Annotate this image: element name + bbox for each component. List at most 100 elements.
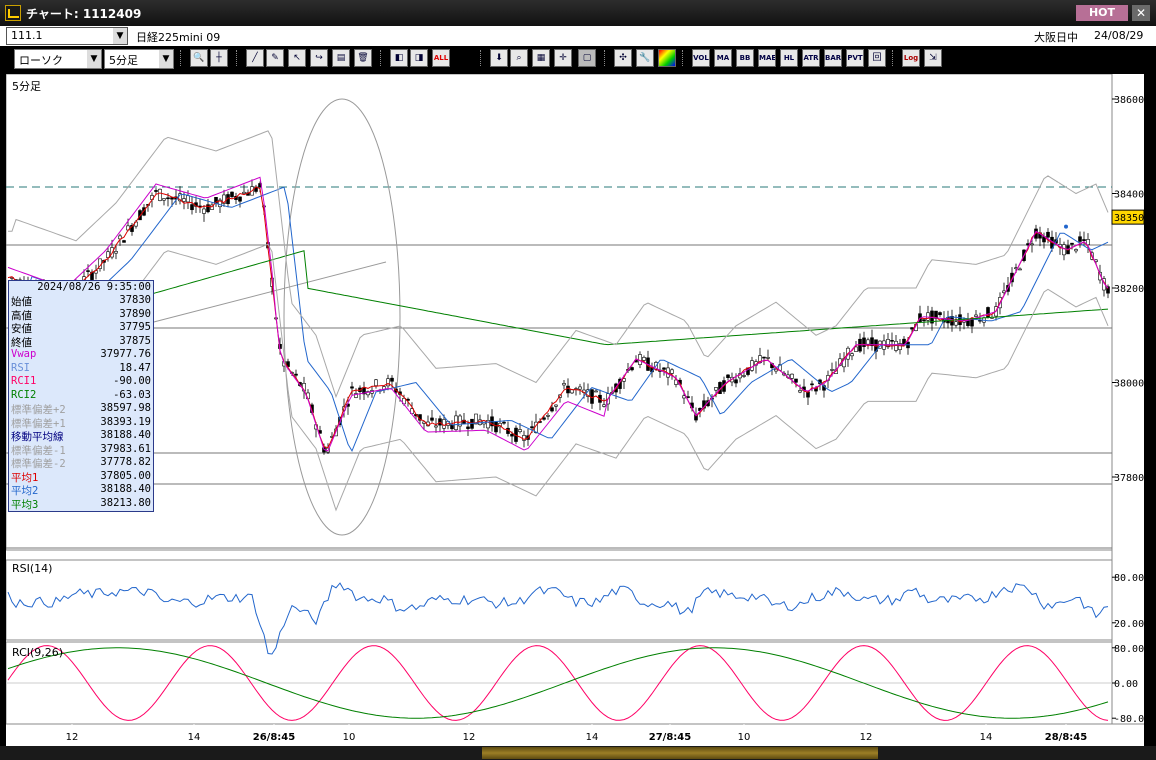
mae-button[interactable]: MAE — [758, 49, 776, 67]
ohlc-row: 終値 37875 — [9, 335, 153, 349]
candle-body — [642, 357, 646, 361]
chevron-down-icon[interactable]: ▼ — [159, 50, 173, 68]
center-icon[interactable]: ✛ — [554, 49, 572, 67]
candle-body — [662, 367, 666, 370]
x-tick-label: 12 — [860, 732, 873, 743]
candle-body — [1070, 242, 1074, 245]
ohlc-row: 標準偏差+1 38393.19 — [9, 416, 153, 430]
chart-window[interactable]: 38600 38400 38200 38000 37800 38350 80.00 20.00… — [6, 74, 1144, 746]
candle-body — [798, 390, 802, 393]
candle-body — [442, 419, 446, 429]
price-tick-label: 38400 — [1114, 190, 1144, 201]
candle-body — [966, 320, 970, 326]
candle-body — [230, 191, 234, 197]
candle-body — [354, 393, 358, 398]
crosshair-icon[interactable]: ┼ — [210, 49, 228, 67]
toolbar-separator — [380, 50, 384, 66]
chevron-down-icon[interactable]: ▼ — [113, 28, 127, 44]
candle-body — [1018, 268, 1022, 271]
bars-button[interactable]: BARS — [824, 49, 842, 67]
palette-icon[interactable] — [658, 49, 676, 67]
zoom-search-icon[interactable]: ⌕ — [510, 49, 528, 67]
candle-body — [870, 337, 874, 347]
candle-body — [546, 415, 550, 417]
ohlc-row-label: 移動平均線 — [11, 431, 64, 443]
price-tick-label: 38600 — [1114, 95, 1144, 106]
trendline-icon[interactable]: ╱ — [246, 49, 264, 67]
rci-panel-label: RCI(9,26) — [12, 646, 64, 659]
grid-icon[interactable]: ▦ — [532, 49, 550, 67]
ma1-line — [7, 186, 1109, 449]
interval-select[interactable]: 5分足 ▼ — [104, 49, 174, 69]
wrench-icon[interactable]: 🔧 — [636, 49, 654, 67]
down-arrow-icon[interactable]: ⬇ — [490, 49, 508, 67]
log-button[interactable]: Log — [902, 49, 920, 67]
exit-icon[interactable]: ⇲ — [924, 49, 942, 67]
bars-right-icon[interactable]: ◨ — [410, 49, 428, 67]
candle-body — [578, 386, 582, 390]
candle-body — [670, 369, 674, 374]
interval-value: 5分足 — [109, 54, 138, 67]
ohlc-datetime: 2024/08/26 9:35:00 — [37, 281, 151, 293]
chart-type-select[interactable]: ローソク ▼ — [14, 49, 102, 69]
candle-body — [542, 417, 546, 420]
candle-body — [622, 378, 626, 382]
horizontal-scrollbar[interactable] — [0, 746, 1156, 760]
scrollbar-thumb[interactable] — [482, 747, 878, 759]
x-tick-label: 12 — [66, 732, 79, 743]
box-icon[interactable]: 回 — [868, 49, 886, 67]
candle-body — [814, 387, 818, 392]
chart-canvas[interactable]: 38600 38400 38200 38000 37800 38350 80.00 20.00… — [6, 74, 1144, 746]
bb-lower-line — [8, 243, 1109, 512]
pen-icon[interactable]: ✎ — [266, 49, 284, 67]
ohlc-row: RCI2 -63.03 — [9, 389, 153, 402]
pointer-icon[interactable]: ↖ — [288, 49, 306, 67]
close-button[interactable]: ✕ — [1132, 5, 1150, 21]
candle-body — [390, 377, 394, 382]
curve-arrow-icon[interactable]: ↪ — [310, 49, 328, 67]
ohlc-row-value: 37977.76 — [100, 348, 151, 360]
ohlc-row-label: RCI1 — [11, 375, 37, 387]
candle-body — [190, 204, 194, 211]
zoom-icon[interactable]: 🔍 — [190, 49, 208, 67]
candle-body — [750, 360, 754, 371]
x-tick-label: 14 — [980, 732, 993, 743]
ma-button[interactable]: MA — [714, 49, 732, 67]
bb-button[interactable]: BB — [736, 49, 754, 67]
toolbar-separator — [180, 50, 184, 66]
atr-button[interactable]: ATR — [802, 49, 820, 67]
candle-body — [206, 204, 210, 213]
vol-button[interactable]: VOL — [692, 49, 710, 67]
candle-body — [602, 404, 606, 407]
x-tick-label: 14 — [586, 732, 599, 743]
candle-body — [198, 205, 202, 208]
note-icon[interactable]: ▤ — [332, 49, 350, 67]
hl-button[interactable]: HL — [780, 49, 798, 67]
trash-icon[interactable]: 🗑 — [354, 49, 372, 67]
tools-icon[interactable]: ✣ — [614, 49, 632, 67]
ohlc-row-value: 37983.61 — [100, 442, 151, 455]
current-price-label: 38350 — [1114, 213, 1144, 224]
ma2-line — [8, 186, 1109, 453]
rci-tick-label: 80.00 — [1114, 644, 1144, 655]
rsi-panel-label: RSI(14) — [12, 562, 53, 575]
rci2-line — [7, 647, 1109, 719]
candle-body — [518, 429, 522, 433]
ohlc-row-value: 37778.82 — [100, 456, 151, 468]
candle-body — [726, 374, 730, 378]
all-button[interactable]: ALL — [432, 49, 450, 67]
symbol-code: 111.1 — [11, 29, 43, 42]
ohlc-row-value: 37805.00 — [100, 469, 151, 482]
bars-left-icon[interactable]: ◧ — [390, 49, 408, 67]
ohlc-row-value: 38597.98 — [100, 402, 151, 414]
chevron-down-icon[interactable]: ▼ — [87, 50, 101, 68]
candle-body — [566, 385, 570, 394]
candle-body — [734, 379, 738, 384]
candle-body — [1082, 239, 1086, 241]
candle-body — [954, 321, 958, 326]
rsi-line — [7, 582, 1109, 655]
pvt-button[interactable]: PVT — [846, 49, 864, 67]
hot-button[interactable]: HOT — [1076, 5, 1128, 21]
candle-body — [886, 339, 890, 348]
symbol-select[interactable]: 111.1 ▼ — [6, 27, 128, 45]
